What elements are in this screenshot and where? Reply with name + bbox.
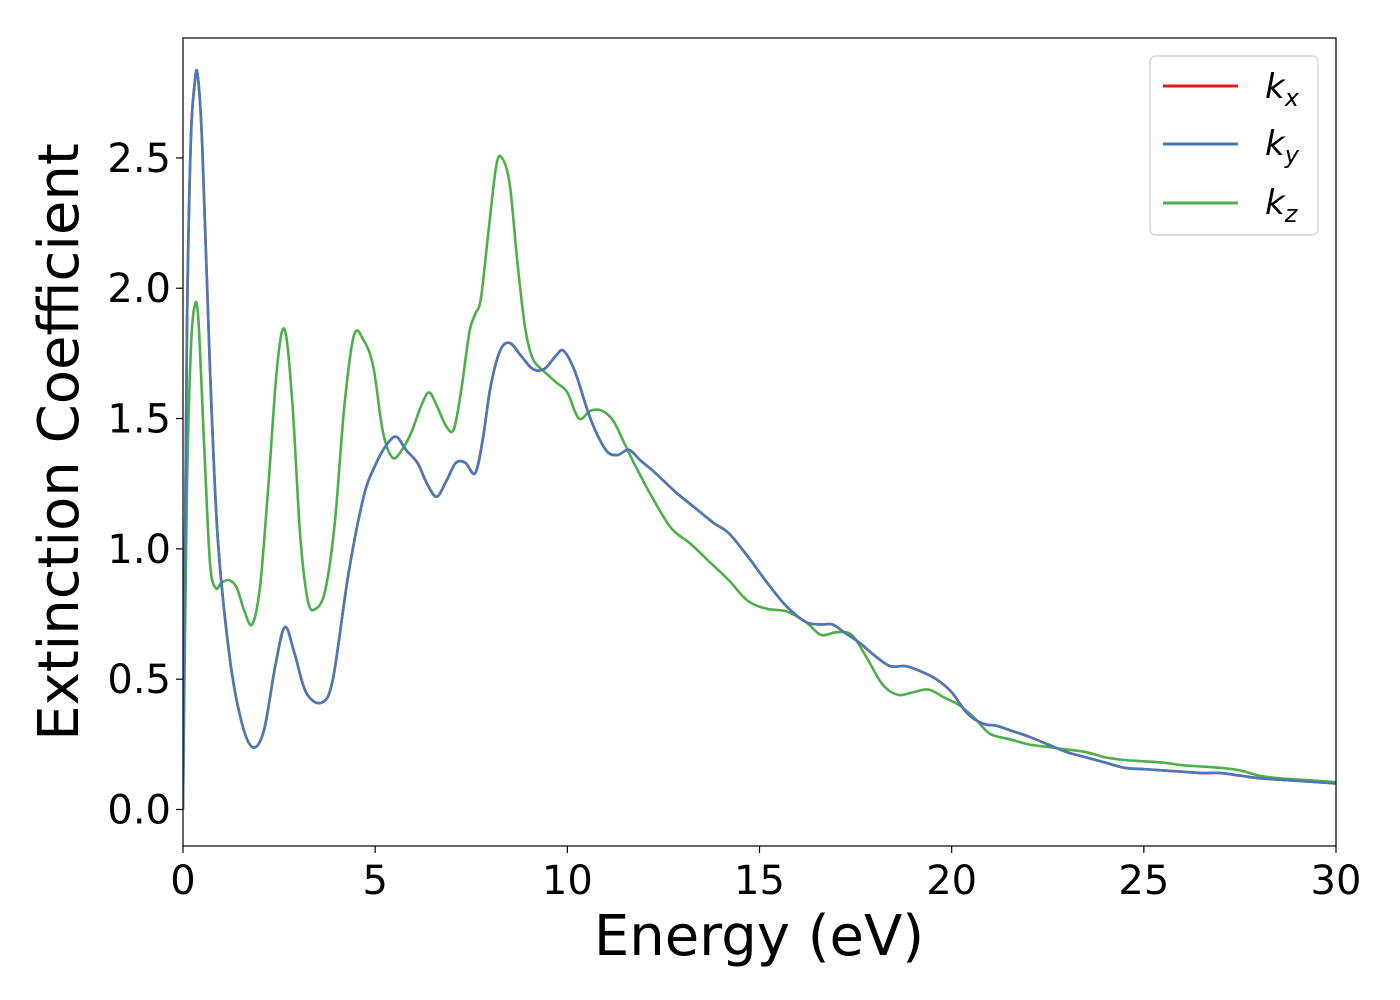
y-tick-label: 0.5 bbox=[107, 657, 171, 703]
legend-label-kx: kx bbox=[1265, 67, 1300, 112]
y-tick-label: 2.5 bbox=[107, 136, 171, 182]
x-tick-label: 30 bbox=[1311, 858, 1362, 904]
y-tick-label: 0.0 bbox=[107, 788, 171, 834]
x-tick-label: 0 bbox=[170, 858, 195, 904]
legend-label-ky: ky bbox=[1265, 124, 1300, 169]
x-axis: 0 5 10 15 20 25 30 bbox=[170, 846, 1361, 904]
x-tick-label: 10 bbox=[542, 858, 593, 904]
y-tick-label: 1.0 bbox=[107, 527, 171, 573]
x-tick-label: 15 bbox=[734, 858, 785, 904]
series-layer bbox=[183, 68, 1336, 810]
legend-label-kz: kz bbox=[1265, 183, 1299, 228]
y-tick-label: 1.5 bbox=[107, 397, 171, 443]
series-line-ky bbox=[183, 68, 1336, 810]
y-axis: 0.0 0.5 1.0 1.5 2.0 2.5 bbox=[107, 136, 183, 834]
x-tick-label: 5 bbox=[362, 858, 387, 904]
y-tick-label: 2.0 bbox=[107, 266, 171, 312]
x-tick-label: 25 bbox=[1118, 858, 1169, 904]
y-axis-title: Extinction Coefficient bbox=[27, 143, 92, 741]
legend: kx ky kz bbox=[1149, 55, 1319, 236]
x-tick-label: 20 bbox=[926, 858, 977, 904]
x-axis-title: Energy (eV) bbox=[594, 904, 924, 969]
series-line-kz bbox=[183, 154, 1336, 810]
